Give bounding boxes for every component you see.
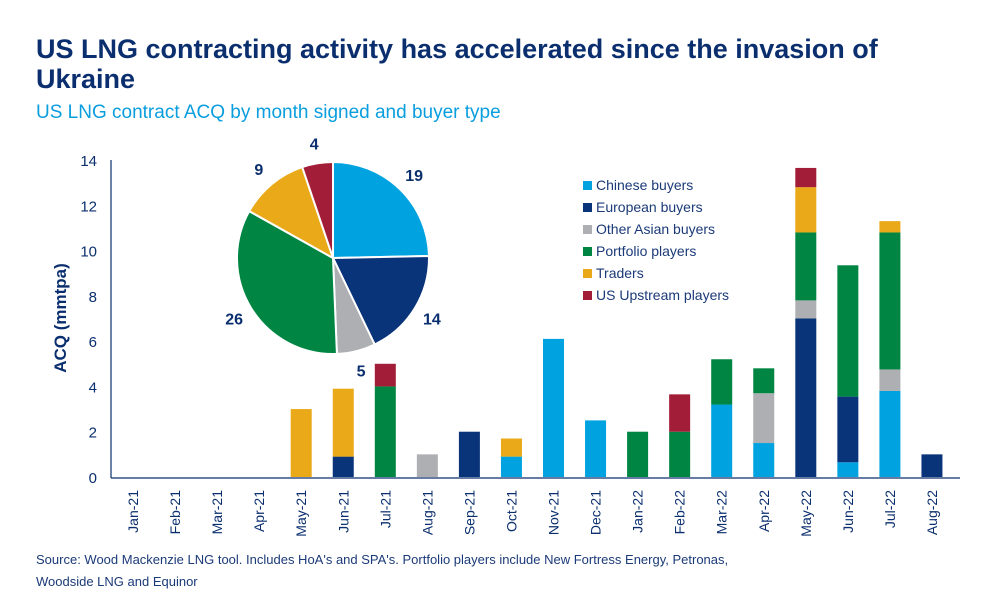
y-tick-label: 10	[80, 244, 97, 261]
x-tick-label: Jul-21	[377, 490, 393, 528]
x-tick-label: Aug-22	[924, 490, 940, 535]
bar-segment-traders	[500, 438, 522, 457]
pie-data-label: 4	[310, 137, 319, 154]
pie-data-label: 9	[254, 162, 263, 179]
pie-data-label: 5	[357, 364, 366, 381]
pie-data-label: 19	[405, 168, 423, 185]
bar-segment-chinese-buyers	[711, 404, 733, 477]
bar-segment-chinese-buyers	[585, 420, 607, 477]
legend-swatch	[583, 181, 592, 190]
bar-segment-european-buyers	[458, 431, 480, 477]
pie-slice-us-upstream-players	[300, 160, 334, 259]
x-tick-label: Mar-21	[209, 490, 225, 535]
pie-data-label: 14	[423, 312, 441, 329]
bar-segment-portfolio-players	[711, 359, 733, 405]
y-tick-label: 4	[89, 379, 97, 396]
bar-segment-portfolio-players	[795, 232, 817, 301]
bar-segment-traders	[795, 187, 817, 233]
legend-label: US Upstream players	[596, 287, 729, 303]
bar-segment-other-asian-buyers	[753, 393, 775, 444]
x-tick-label: Sep-21	[461, 490, 477, 535]
bar-segment-portfolio-players	[374, 386, 396, 477]
bar-segment-traders	[332, 388, 354, 457]
y-tick-label: 6	[89, 334, 97, 351]
legend-swatch	[583, 247, 592, 256]
x-tick-label: Jan-21	[125, 490, 141, 533]
bar-segment-us-upstream-players	[374, 363, 396, 387]
bar-segment-chinese-buyers	[500, 456, 522, 477]
x-tick-label: Oct-21	[503, 490, 519, 532]
legend-swatch	[583, 203, 592, 212]
y-tick-label: 14	[80, 153, 97, 170]
chart-subtitle: US LNG contract ACQ by month signed and …	[36, 102, 501, 123]
legend-label: Chinese buyers	[596, 177, 693, 193]
pie-data-label: 26	[225, 312, 243, 329]
bar-segment-portfolio-players	[753, 368, 775, 394]
bar-segment-us-upstream-players	[669, 394, 691, 432]
y-tick-label: 0	[89, 470, 97, 487]
bar-segment-chinese-buyers	[543, 338, 564, 477]
legend-swatch	[583, 225, 592, 234]
y-tick-label: 8	[89, 289, 97, 306]
bar-segment-portfolio-players	[879, 232, 901, 370]
chart-title: US LNG contracting activity has accelera…	[36, 34, 878, 94]
bar-segment-chinese-buyers	[837, 462, 859, 477]
x-tick-label: Jan-22	[630, 490, 646, 533]
x-tick-label: Apr-22	[756, 490, 772, 532]
bar-segment-european-buyers	[921, 454, 943, 477]
bar-segment-chinese-buyers	[879, 390, 901, 477]
x-tick-label: Jun-21	[335, 490, 351, 533]
bar-segment-us-upstream-players	[795, 167, 817, 188]
bar-segment-traders	[290, 409, 312, 477]
x-tick-label: Mar-22	[714, 490, 730, 535]
legend-swatch	[583, 291, 592, 300]
bar-segment-other-asian-buyers	[795, 300, 817, 319]
pie-slice-traders	[247, 165, 335, 261]
bar-segment-portfolio-players	[837, 265, 859, 397]
bar-segment-european-buyers	[332, 456, 354, 477]
pie-slice-european-buyers	[331, 255, 430, 346]
x-tick-label: May-21	[293, 490, 309, 537]
bar-segment-portfolio-players	[669, 431, 691, 477]
x-tick-label: Jun-22	[840, 490, 856, 533]
bar-segment-european-buyers	[837, 396, 859, 463]
y-axis-title: ACQ (mmtpa)	[51, 263, 70, 373]
source-note: Source: Wood Mackenzie LNG tool. Include…	[36, 552, 729, 589]
x-tick-label: Dec-21	[588, 490, 604, 535]
x-tick-label: Jul-22	[882, 490, 898, 528]
x-tick-label: Aug-21	[419, 490, 435, 535]
y-tick-label: 12	[80, 198, 97, 215]
x-tick-label: Feb-22	[672, 490, 688, 535]
bar-segment-other-asian-buyers	[879, 369, 901, 391]
legend-swatch	[583, 269, 592, 278]
bar-segment-other-asian-buyers	[416, 454, 438, 477]
bar-segment-traders	[879, 221, 901, 233]
x-tick-label: Apr-21	[251, 490, 267, 532]
bar-segment-european-buyers	[795, 318, 817, 477]
legend-label: Traders	[596, 265, 644, 281]
legend-label: European buyers	[596, 199, 703, 215]
y-tick-label: 2	[89, 425, 97, 442]
pie-slice-chinese-buyers	[332, 160, 431, 260]
x-tick-label: May-22	[798, 490, 814, 537]
x-tick-label: Feb-21	[167, 490, 183, 535]
bar-segment-chinese-buyers	[753, 443, 775, 477]
bar-segment-portfolio-players	[627, 431, 649, 477]
x-tick-label: Nov-21	[546, 490, 562, 535]
legend-label: Other Asian buyers	[596, 221, 715, 237]
legend-label: Portfolio players	[596, 243, 696, 259]
